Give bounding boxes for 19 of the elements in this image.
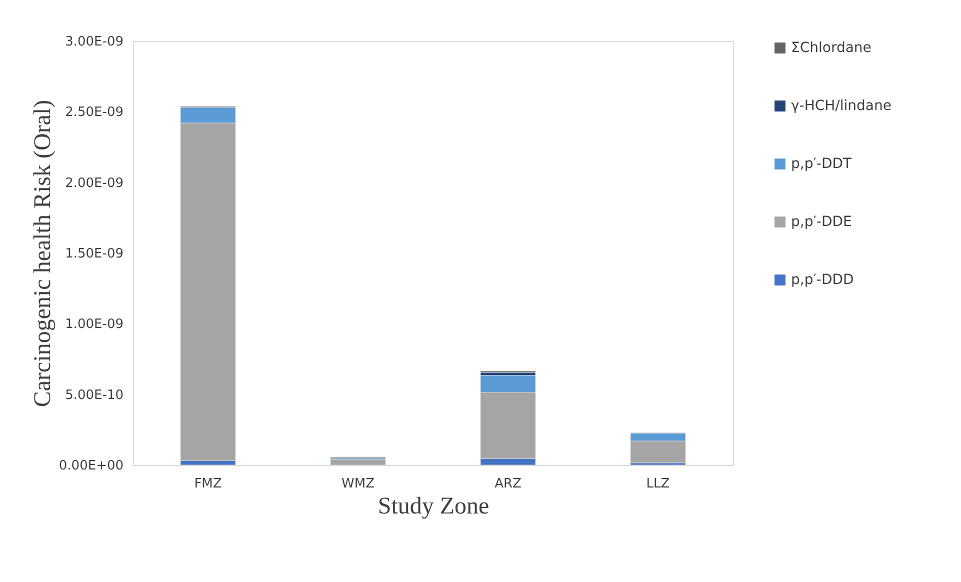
y-tick-label: 5.00E-10: [65, 388, 124, 403]
y-tick-label: 2.00E-09: [65, 176, 124, 191]
x-tick-label: WMZ: [342, 476, 375, 492]
legend-label: ΣChlordane: [791, 40, 872, 56]
legend-label: γ-HCH/lindane: [791, 98, 892, 114]
legend-label: p,p′-DDT: [791, 156, 852, 172]
bar: [330, 459, 386, 466]
y-tick-label: 0.00E+00: [58, 458, 124, 474]
y-tick-label: 2.50E-09: [65, 105, 124, 120]
x-axis-title: Study Zone: [378, 494, 490, 520]
y-tick-label: 1.00E-09: [65, 317, 124, 332]
x-tick-label: LLZ: [646, 476, 670, 492]
x-tick-label: ARZ: [494, 476, 522, 492]
x-tick-label: FMZ: [194, 476, 222, 492]
y-tick-label: 1.50E-09: [65, 246, 124, 262]
legend-label: p,p′-DDD: [791, 272, 854, 288]
legend-label: p,p′-DDE: [791, 214, 852, 230]
y-tick-label: 3.00E-09: [65, 34, 124, 50]
y-axis-title: Carcinogenic health Risk (Oral): [30, 100, 56, 408]
